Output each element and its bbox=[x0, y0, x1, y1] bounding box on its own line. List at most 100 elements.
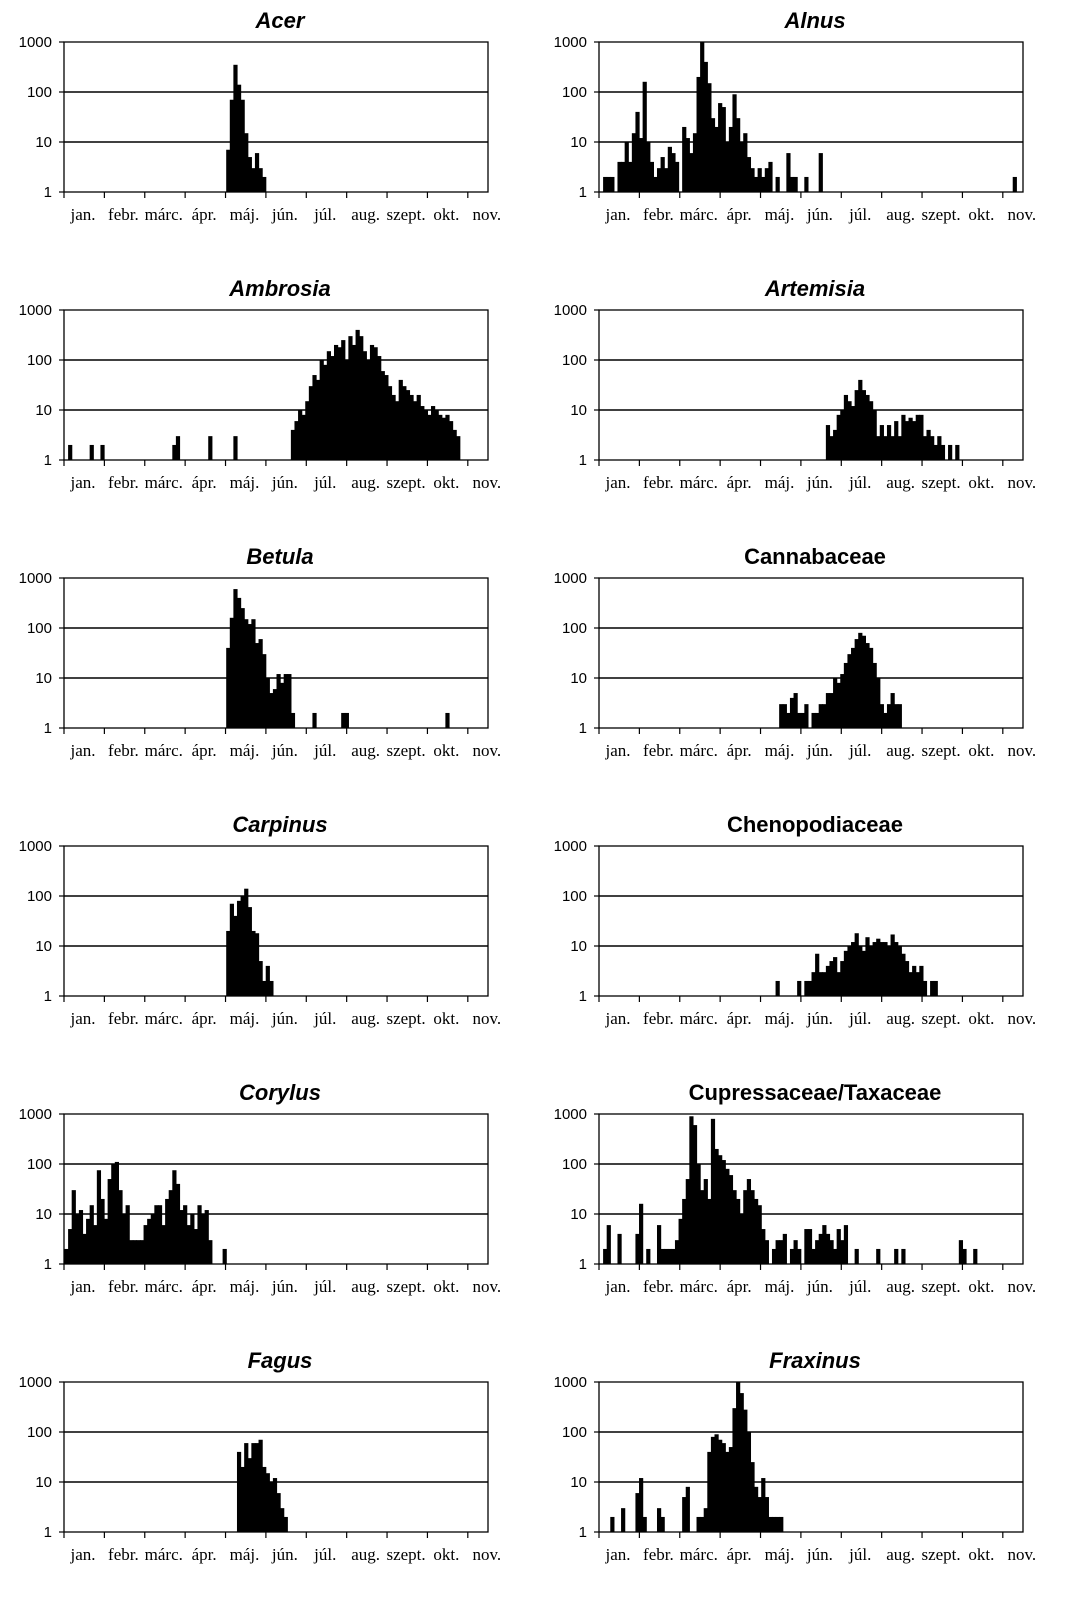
bar bbox=[876, 938, 881, 996]
bar bbox=[815, 712, 820, 728]
bar bbox=[656, 168, 662, 192]
bar bbox=[646, 1248, 651, 1264]
x-tick-label: júl. bbox=[848, 1277, 871, 1296]
y-tick-label: 1000 bbox=[19, 570, 52, 587]
bar bbox=[922, 980, 928, 996]
chart-svg: Betula 1 10 100 1000 jan. febr. márc. ápr. máj. jú… bbox=[19, 544, 502, 760]
x-tick-label: febr. bbox=[643, 1545, 674, 1564]
bar bbox=[660, 157, 665, 192]
bar bbox=[236, 597, 242, 728]
x-tick-label: febr. bbox=[108, 1545, 139, 1564]
bar bbox=[732, 1408, 737, 1532]
bar bbox=[879, 425, 884, 460]
bar bbox=[840, 674, 845, 728]
bar bbox=[847, 654, 852, 728]
bar bbox=[872, 942, 877, 996]
bar bbox=[930, 436, 935, 460]
bar bbox=[854, 933, 859, 996]
bar bbox=[226, 647, 231, 728]
bar bbox=[667, 146, 672, 192]
bar bbox=[337, 347, 342, 460]
bar bbox=[718, 103, 723, 192]
bar bbox=[732, 94, 737, 192]
bar bbox=[854, 1248, 859, 1264]
x-tick-label: febr. bbox=[108, 205, 139, 224]
bar bbox=[718, 1155, 723, 1264]
bar bbox=[391, 394, 396, 460]
x-tick-label: szept. bbox=[921, 741, 960, 760]
bar bbox=[700, 42, 705, 192]
x-tick-label: máj. bbox=[230, 473, 260, 492]
x-tick-label: okt. bbox=[968, 1545, 994, 1564]
chart-svg: Artemisia 1 10 100 1000 jan. febr. márc. ápr. máj… bbox=[554, 276, 1037, 492]
x-tick-label: máj. bbox=[765, 741, 795, 760]
x-tick-label: okt. bbox=[433, 1277, 459, 1296]
x-tick-label: júl. bbox=[313, 741, 336, 760]
bar bbox=[448, 421, 454, 460]
bar bbox=[822, 972, 827, 996]
bar bbox=[290, 712, 296, 728]
plot-frame bbox=[598, 845, 1024, 997]
bar bbox=[865, 937, 870, 996]
x-tick-label: jún. bbox=[271, 205, 298, 224]
bar bbox=[312, 375, 317, 460]
bar bbox=[193, 1229, 199, 1264]
bar bbox=[775, 980, 780, 996]
bar bbox=[761, 1229, 766, 1264]
plot-frame bbox=[598, 41, 1024, 193]
bar bbox=[861, 390, 866, 460]
x-tick-label: ápr. bbox=[727, 1545, 752, 1564]
bar bbox=[606, 176, 611, 192]
bar bbox=[897, 946, 902, 996]
bar bbox=[710, 1118, 716, 1264]
bar bbox=[703, 1508, 708, 1532]
bar bbox=[692, 1125, 698, 1264]
bar bbox=[456, 436, 461, 460]
bar bbox=[610, 176, 615, 192]
chart-panel-alnus: Alnus 1 10 100 1000 jan. febr. márc. ápr. máj. jún… bbox=[535, 0, 1070, 266]
bar bbox=[904, 421, 910, 460]
bar bbox=[258, 1439, 263, 1532]
x-tick-label: máj. bbox=[230, 1545, 260, 1564]
bar bbox=[308, 386, 314, 460]
bar bbox=[674, 161, 680, 192]
bar bbox=[933, 444, 938, 460]
bar bbox=[272, 1478, 278, 1532]
chart-panel-fraxinus: Fraxinus 1 10 100 1000 jan. febr. márc. ápr. máj.… bbox=[535, 1340, 1070, 1606]
bar bbox=[743, 1409, 748, 1532]
x-tick-label: júl. bbox=[313, 1277, 336, 1296]
bar bbox=[843, 394, 849, 460]
bar bbox=[323, 364, 328, 460]
bar bbox=[714, 126, 719, 192]
bar bbox=[280, 682, 285, 728]
x-tick-label: máj. bbox=[765, 205, 795, 224]
x-tick-label: márc. bbox=[680, 473, 718, 492]
x-tick-label: aug. bbox=[351, 1545, 380, 1564]
bar bbox=[405, 390, 411, 460]
x-tick-label: jún. bbox=[271, 473, 298, 492]
bar bbox=[843, 950, 849, 996]
bar bbox=[183, 1205, 188, 1264]
bar bbox=[233, 436, 238, 460]
bar bbox=[746, 1432, 752, 1532]
bar bbox=[818, 1233, 823, 1264]
bar bbox=[240, 99, 245, 192]
x-tick-label: okt. bbox=[968, 473, 994, 492]
x-tick-label: márc. bbox=[145, 205, 183, 224]
bar bbox=[606, 1225, 611, 1264]
bar bbox=[341, 712, 346, 728]
bar bbox=[703, 61, 708, 192]
y-tick-label: 10 bbox=[570, 1474, 587, 1491]
bar bbox=[771, 1248, 777, 1264]
bar bbox=[333, 344, 339, 460]
bar bbox=[226, 149, 231, 192]
y-tick-label: 1 bbox=[44, 988, 52, 1005]
bar bbox=[868, 647, 874, 728]
y-tick-label: 1 bbox=[44, 1256, 52, 1273]
bar bbox=[725, 1168, 730, 1264]
bar bbox=[1012, 176, 1017, 192]
bar bbox=[175, 436, 181, 460]
bar bbox=[728, 1175, 734, 1264]
bar bbox=[750, 1462, 755, 1532]
bar bbox=[876, 1248, 881, 1264]
